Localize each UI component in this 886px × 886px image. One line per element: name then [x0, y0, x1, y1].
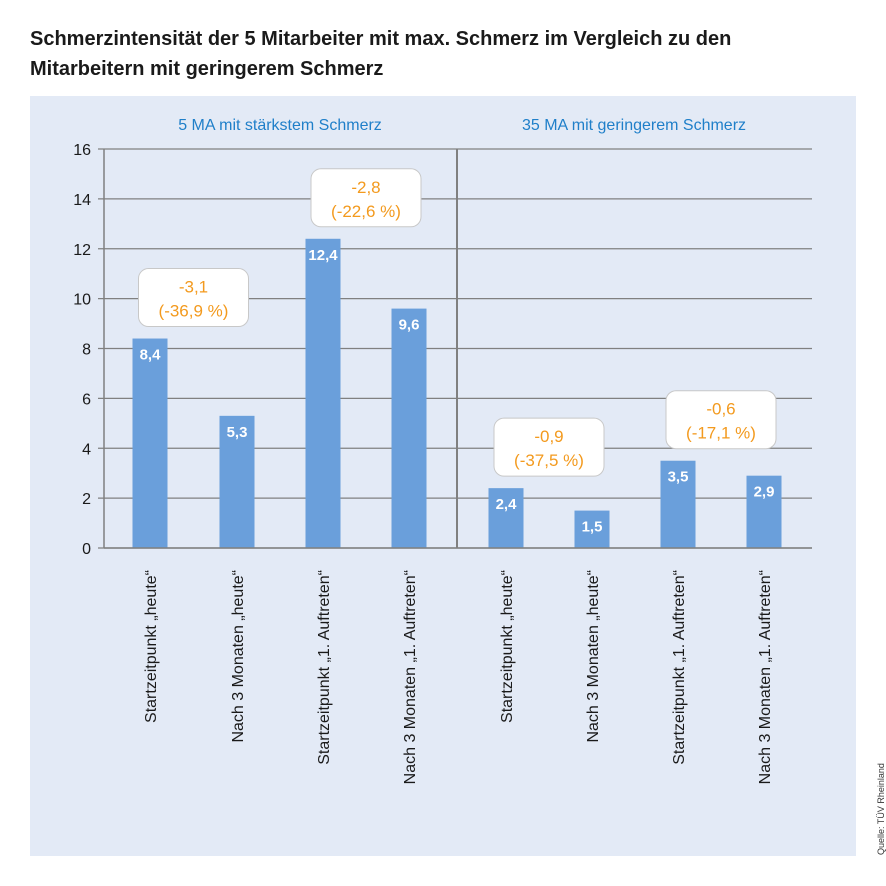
source-note: Quelle: TÜV Rheinland	[876, 763, 886, 855]
annotation-percent: (-17,1 %)	[686, 424, 756, 443]
annotation-change: -3,1	[179, 278, 208, 297]
annotation-percent: (-37,5 %)	[514, 451, 584, 470]
y-tick-label: 0	[82, 541, 91, 558]
label-layer: 5 MA mit stärkstem Schmerz 8,4 Startzeitpu…	[140, 117, 775, 784]
group-label: 5 MA mit stärkstem Schmerz	[178, 117, 382, 134]
bar	[219, 415, 255, 548]
bar	[132, 338, 168, 548]
y-tick-label: 12	[73, 242, 91, 259]
grid-layer	[98, 148, 812, 549]
category-label: Nach 3 Monaten „heute“	[585, 570, 602, 743]
annotation-box	[310, 168, 422, 228]
annotation-percent: (-36,9 %)	[159, 302, 229, 321]
bar-value-label: 2,4	[496, 496, 518, 513]
chart-panel	[30, 96, 856, 856]
y-tick-label: 14	[73, 192, 91, 209]
category-label: Startzeitpunkt „heute“	[499, 570, 516, 723]
bar	[660, 460, 696, 548]
category-label: Startzeitpunkt „1. Auftreten“	[316, 570, 333, 765]
category-label: Nach 3 Monaten „1. Auftreten“	[757, 570, 774, 784]
bar	[305, 238, 341, 548]
annotation-percent: (-22,6 %)	[331, 202, 401, 221]
bar	[488, 488, 524, 548]
bar-value-label: 5,3	[227, 424, 248, 441]
category-label: Nach 3 Monaten „heute“	[230, 570, 247, 743]
group-label: 35 MA mit geringerem Schmerz	[522, 117, 746, 134]
category-label: Startzeitpunkt „heute“	[143, 570, 160, 723]
bar-value-label: 3,5	[668, 469, 689, 486]
y-tick-label: 8	[82, 342, 91, 359]
y-tick-label: 6	[82, 391, 91, 408]
bar-value-label: 8,4	[140, 347, 162, 364]
bar-value-label: 9,6	[399, 317, 420, 334]
y-tick-label: 2	[82, 491, 91, 508]
bar	[391, 308, 427, 548]
annotation-change: -0,6	[706, 400, 735, 419]
category-label: Nach 3 Monaten „1. Auftreten“	[402, 570, 419, 784]
bar	[574, 510, 610, 548]
y-tick-label: 4	[82, 441, 91, 458]
y-tick-label: 10	[73, 292, 91, 309]
annotation-box	[665, 390, 777, 450]
chart-title: Schmerzintensität der 5 Mitarbeiter mit …	[30, 28, 732, 80]
bar-value-label: 2,9	[754, 484, 775, 501]
y-tick-label: 16	[73, 142, 91, 159]
annotation-layer: -3,1 (-36,9 %) -2,8 (-22,6 %) -0,9 (-37,5 %) -…	[138, 168, 777, 477]
annotation-box	[138, 268, 249, 328]
bar-value-label: 1,5	[582, 519, 603, 536]
axis-layer: 0 2 4 6 8 10 12 14 16	[73, 142, 812, 558]
category-label: Startzeitpunkt „1. Auftreten“	[671, 570, 688, 765]
annotation-change: -2,8	[351, 178, 380, 197]
annotation-box	[493, 417, 605, 477]
bar-value-label: 12,4	[308, 247, 338, 264]
bar	[746, 475, 782, 548]
bar-layer	[132, 238, 782, 548]
annotation-change: -0,9	[534, 427, 563, 446]
